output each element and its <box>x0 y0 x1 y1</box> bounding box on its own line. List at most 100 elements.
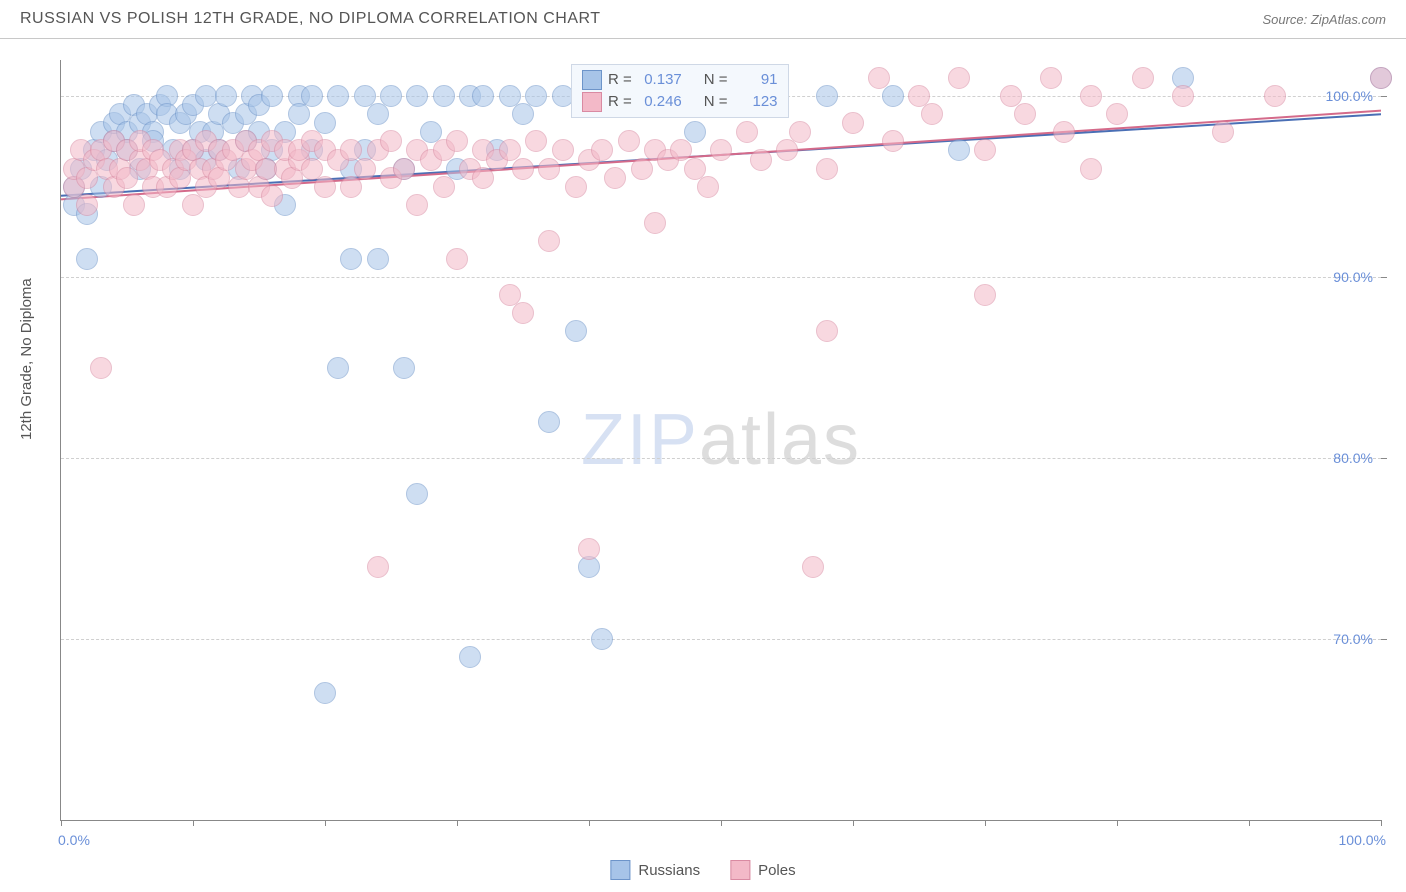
scatter-point <box>816 85 838 107</box>
legend-row: R =0.246N =123 <box>582 91 778 113</box>
scatter-point <box>974 139 996 161</box>
scatter-point <box>816 158 838 180</box>
series-legend-label: Russians <box>638 862 700 879</box>
legend-r-label: R = <box>608 91 632 113</box>
legend-row: R =0.137N =91 <box>582 69 778 91</box>
gridline <box>61 639 1381 640</box>
scatter-point <box>406 194 428 216</box>
scatter-point <box>842 112 864 134</box>
legend-swatch <box>582 92 602 112</box>
legend-r-label: R = <box>608 69 632 91</box>
scatter-point <box>525 85 547 107</box>
scatter-point <box>882 130 904 152</box>
scatter-point <box>314 176 336 198</box>
scatter-point <box>882 85 904 107</box>
scatter-point <box>618 130 640 152</box>
gridline <box>61 277 1381 278</box>
scatter-point <box>380 85 402 107</box>
scatter-point <box>1172 85 1194 107</box>
scatter-point <box>182 194 204 216</box>
legend-n-label: N = <box>704 91 728 113</box>
scatter-point <box>1132 67 1154 89</box>
stats-legend: R =0.137N =91R =0.246N =123 <box>571 64 789 118</box>
scatter-point <box>591 628 613 650</box>
scatter-point <box>1080 158 1102 180</box>
scatter-point <box>538 230 560 252</box>
scatter-point <box>354 158 376 180</box>
scatter-point <box>697 176 719 198</box>
legend-n-value: 91 <box>734 69 778 91</box>
x-tick-mark <box>457 820 458 826</box>
scatter-point <box>367 248 389 270</box>
scatter-point <box>644 212 666 234</box>
scatter-point <box>776 139 798 161</box>
watermark-part2: atlas <box>699 400 861 480</box>
scatter-point <box>565 176 587 198</box>
scatter-point <box>340 248 362 270</box>
series-legend-item: Russians <box>610 860 700 880</box>
x-axis-max-label: 100.0% <box>1339 832 1386 848</box>
series-legend: Russians Poles <box>610 860 795 880</box>
series-legend-item: Poles <box>730 860 796 880</box>
scatter-point <box>76 248 98 270</box>
scatter-point <box>1080 85 1102 107</box>
chart-header: RUSSIAN VS POLISH 12TH GRADE, NO DIPLOMA… <box>0 0 1406 39</box>
scatter-point <box>591 139 613 161</box>
scatter-point <box>327 85 349 107</box>
scatter-point <box>538 411 560 433</box>
scatter-point <box>631 158 653 180</box>
scatter-point <box>327 357 349 379</box>
scatter-point <box>393 357 415 379</box>
x-tick-mark <box>325 820 326 826</box>
x-axis-min-label: 0.0% <box>58 832 90 848</box>
scatter-point <box>974 284 996 306</box>
y-tick-label: 90.0% <box>1333 269 1373 285</box>
scatter-point <box>710 139 732 161</box>
y-tick-mark <box>1381 96 1387 97</box>
scatter-point <box>367 556 389 578</box>
chart-source: Source: ZipAtlas.com <box>1262 12 1386 27</box>
scatter-point <box>868 67 890 89</box>
legend-swatch <box>610 860 630 880</box>
scatter-point <box>367 103 389 125</box>
scatter-point <box>736 121 758 143</box>
scatter-point <box>406 85 428 107</box>
y-tick-label: 80.0% <box>1333 450 1373 466</box>
scatter-point <box>1053 121 1075 143</box>
y-axis-label: 12th Grade, No Diploma <box>18 278 35 440</box>
scatter-point <box>1370 67 1392 89</box>
x-tick-mark <box>721 820 722 826</box>
scatter-point <box>948 67 970 89</box>
scatter-point <box>261 185 283 207</box>
gridline <box>61 458 1381 459</box>
legend-swatch <box>730 860 750 880</box>
legend-n-label: N = <box>704 69 728 91</box>
scatter-point <box>472 85 494 107</box>
scatter-point <box>948 139 970 161</box>
scatter-point <box>1264 85 1286 107</box>
scatter-point <box>789 121 811 143</box>
series-legend-label: Poles <box>758 862 796 879</box>
scatter-point <box>552 139 574 161</box>
scatter-point <box>261 85 283 107</box>
y-tick-mark <box>1381 277 1387 278</box>
watermark-part1: ZIP <box>581 400 699 480</box>
scatter-chart: ZIPatlas R =0.137N =91R =0.246N =123 70.… <box>60 60 1381 821</box>
x-tick-mark <box>61 820 62 826</box>
scatter-point <box>1212 121 1234 143</box>
scatter-point <box>565 320 587 342</box>
scatter-point <box>921 103 943 125</box>
x-tick-mark <box>1249 820 1250 826</box>
scatter-point <box>433 176 455 198</box>
y-tick-label: 100.0% <box>1326 88 1373 104</box>
chart-title: RUSSIAN VS POLISH 12TH GRADE, NO DIPLOMA… <box>20 10 601 28</box>
scatter-point <box>604 167 626 189</box>
x-tick-mark <box>1381 820 1382 826</box>
x-tick-mark <box>853 820 854 826</box>
scatter-point <box>123 194 145 216</box>
scatter-point <box>433 85 455 107</box>
scatter-point <box>380 130 402 152</box>
scatter-point <box>816 320 838 342</box>
scatter-point <box>459 646 481 668</box>
scatter-point <box>90 357 112 379</box>
